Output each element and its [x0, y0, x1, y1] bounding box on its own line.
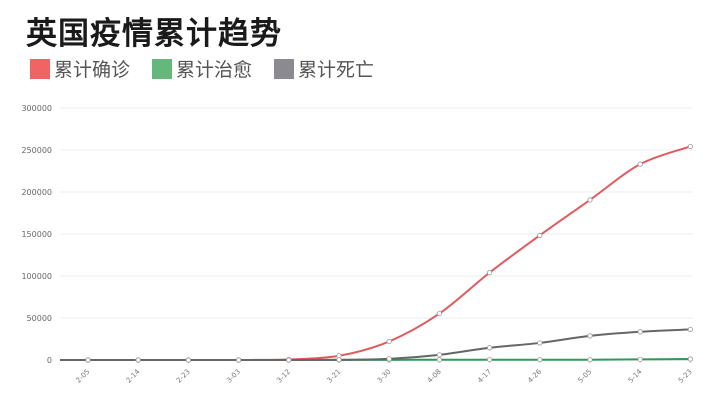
- point-0-6: [386, 338, 392, 345]
- point-2-8: [486, 345, 493, 351]
- legend-label-confirmed: 累计确诊: [54, 59, 131, 81]
- legend-swatch-confirmed: [30, 58, 50, 79]
- x-axis: 2-05 2-14 2-23 3-03 3-12 3-21 3-30 4-08 4-17 4-26…: [75, 360, 694, 385]
- y-tick-label-100000: 100000: [21, 272, 52, 281]
- point-2-6: [386, 356, 392, 362]
- point-2-9: [537, 340, 543, 346]
- point-2-11: [637, 329, 643, 335]
- x-tick-label-5-05: 5-05: [577, 368, 594, 385]
- series-line-0: [87, 145, 691, 361]
- point-2-4: [286, 357, 292, 363]
- y-tick-label-150000: 150000: [21, 230, 52, 239]
- chart-title: 英国疫情累计趋势: [26, 16, 282, 52]
- x-tick-label-2-23: 2-23: [175, 368, 192, 385]
- legend-label-deaths: 累计死亡: [298, 59, 375, 81]
- point-2-2: [185, 357, 191, 363]
- y-tick-label-250000: 250000: [21, 146, 52, 155]
- y-tick-label-0: 0: [47, 356, 52, 365]
- point-1-10: [587, 357, 593, 363]
- legend-item-confirmed[interactable]: 累计确诊: [30, 55, 130, 82]
- point-0-9: [537, 232, 543, 238]
- point-2-10: [587, 333, 593, 339]
- point-2-3: [236, 357, 242, 363]
- point-2-5: [336, 357, 342, 363]
- legend-item-deaths[interactable]: 累计死亡: [274, 55, 374, 82]
- x-tick-label-4-17: 4-17: [476, 368, 493, 385]
- legend-swatch-recovered: [152, 58, 173, 79]
- point-2-1: [135, 357, 141, 363]
- point-1-8: [486, 357, 493, 363]
- y-tick-label-50000: 50000: [27, 314, 52, 323]
- point-0-11: [637, 161, 643, 167]
- series-lines: [60, 145, 691, 361]
- x-tick-label-2-14: 2-14: [125, 367, 142, 384]
- x-tick-label-4-26: 4-26: [526, 367, 543, 384]
- x-tick-label-3-21: 3-21: [326, 368, 343, 385]
- series-line-2: [88, 328, 691, 361]
- x-tick-label-5-14: 5-14: [627, 367, 644, 384]
- series-points: [85, 143, 694, 363]
- point-1-9: [537, 357, 543, 363]
- grid-lines: [60, 107, 693, 361]
- point-0-12: [687, 143, 694, 150]
- legend-swatch-deaths: [274, 58, 295, 79]
- point-2-0: [85, 357, 91, 363]
- y-tick-label-300000: 300000: [21, 104, 52, 113]
- point-0-10: [587, 197, 593, 203]
- x-tick-label-2-05: 2-05: [75, 368, 92, 385]
- point-1-12: [687, 356, 694, 362]
- y-tick-label-200000: 200000: [21, 188, 52, 197]
- point-0-7: [436, 310, 442, 317]
- point-1-7: [436, 357, 442, 363]
- point-0-8: [486, 270, 493, 276]
- legend-label-recovered: 累计治愈: [176, 59, 253, 81]
- x-tick-label-4-08: 4-08: [426, 368, 443, 385]
- point-1-11: [637, 356, 643, 362]
- x-tick-label-3-03: 3-03: [225, 368, 242, 385]
- x-tick-label-5-23: 5-23: [677, 368, 694, 385]
- x-tick-label-3-30: 3-30: [376, 368, 393, 385]
- x-tick-label-3-12: 3-12: [275, 368, 292, 385]
- point-2-12: [687, 326, 694, 333]
- legend-item-recovered[interactable]: 累计治愈: [152, 55, 252, 82]
- point-2-7: [436, 352, 442, 358]
- y-axis-ticks: 0 50000 100000 150000 200000 250000 300000: [21, 104, 52, 365]
- legend: 累计确诊 累计治愈 累计死亡: [30, 55, 396, 82]
